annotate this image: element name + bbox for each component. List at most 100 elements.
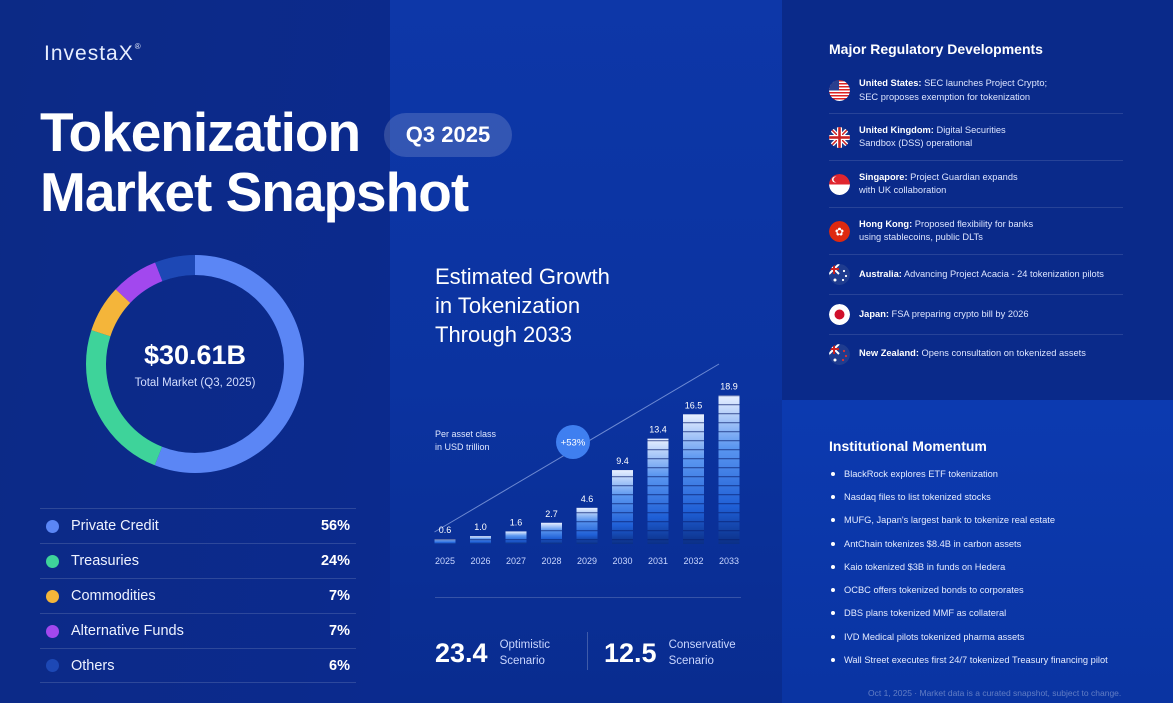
institutional-item: Wall Street executes first 24/7 tokenize… <box>829 648 1108 671</box>
legend-label: Others <box>71 657 115 674</box>
institutional-item: AntChain tokenizes $8.4B in carbon asset… <box>829 532 1108 555</box>
us-flag-icon <box>829 80 850 101</box>
market-legend: Private Credit 56% Treasuries 24% Commoditie… <box>40 508 356 683</box>
institutional-item: BlackRock explores ETF tokenization <box>829 462 1108 485</box>
title-line-1: Tokenization <box>40 101 361 163</box>
bar-value-label: 16.5 <box>685 400 703 410</box>
legend-label: Treasuries <box>71 553 139 569</box>
growth-title-line-3: Through 2033 <box>435 322 572 347</box>
bar-stripes <box>434 539 456 544</box>
regulatory-list: United States: SEC launches Project Cryp… <box>829 68 1123 373</box>
regulatory-item: United Kingdom: Digital Securities Sandbo… <box>829 114 1123 161</box>
bar-stripes <box>718 395 740 544</box>
hk-flag-icon: ✿ <box>829 220 850 242</box>
legend-item: Others 6% <box>40 648 356 683</box>
legend-percent: 7% <box>329 588 350 604</box>
footnote: Oct 1, 2025 · Market data is a curated s… <box>868 688 1122 698</box>
bar-value-label: 13.4 <box>649 425 667 435</box>
x-tick-label: 2026 <box>470 556 490 566</box>
x-tick-label: 2027 <box>506 556 526 566</box>
bar-value-label: 18.9 <box>720 381 738 391</box>
regulatory-text: United States: SEC launches Project Cryp… <box>859 78 1048 102</box>
legend-item: Private Credit 56% <box>40 508 356 543</box>
quarter-badge: Q3 2025 <box>384 113 512 157</box>
conservative-label: Conservative Scenario <box>668 639 736 667</box>
bar-stripes <box>683 414 704 544</box>
bar-stripes <box>647 438 669 544</box>
institutional-item: MUFG, Japan's largest bank to tokenize r… <box>829 509 1108 532</box>
growth-panel-bg <box>390 0 782 703</box>
legend-item: Treasuries 24% <box>40 543 356 578</box>
page-title: Tokenization Market Snapshot <box>40 101 469 223</box>
institutional-item: Kaio tokenized $3B in funds on Hedera <box>829 555 1108 578</box>
regulatory-text: Australia: Advancing Project Acacia - 24… <box>859 268 1104 279</box>
bar-stripes <box>470 536 491 544</box>
bar-value-label: 9.4 <box>616 456 629 466</box>
chart-note-line-1: Per asset class <box>435 429 497 439</box>
x-tick-label: 2025 <box>435 556 455 566</box>
total-market-value: $30.61B <box>143 339 247 370</box>
x-tick-label: 2033 <box>719 556 739 566</box>
x-tick-label: 2029 <box>577 556 597 566</box>
growth-bar-chart: 0.6 2025 1.0 2026 1.6 2027 2.7 2028 4.6 2029 9.4 20… <box>434 363 740 566</box>
legend-swatch <box>46 659 59 672</box>
regulatory-title: Major Regulatory Developments <box>829 41 1043 57</box>
optimistic-scenario: 23.4 Optimistic Scenario <box>435 637 550 669</box>
x-tick-label: 2031 <box>648 556 668 566</box>
legend-item: Alternative Funds 7% <box>40 613 356 648</box>
regulatory-item: United States: SEC launches Project Cryp… <box>829 68 1123 114</box>
legend-swatch <box>46 519 59 533</box>
regulatory-text: Singapore: Project Guardian expands with … <box>859 171 1018 196</box>
regulatory-item: Singapore: Project Guardian expands with … <box>829 161 1123 208</box>
institutional-list: BlackRock explores ETF tokenization Nasda… <box>829 462 1108 672</box>
cagr-label: +53% <box>561 438 586 449</box>
bar-stripes <box>505 531 527 544</box>
x-tick-label: 2028 <box>541 556 561 566</box>
regulatory-panel-bg <box>782 0 1173 400</box>
bar-stripes <box>541 522 562 544</box>
donut-segment <box>86 255 304 473</box>
conservative-value: 12.5 <box>604 637 657 668</box>
chart-unit-note: Per asset class in USD trillion <box>435 428 496 454</box>
bar-stripes <box>576 507 598 544</box>
growth-title-line-1: Estimated Growth <box>435 264 610 289</box>
legend-swatch <box>46 554 59 568</box>
cagr-badge <box>556 425 590 459</box>
total-market-label: Total Market (Q3, 2025) <box>134 376 256 389</box>
bar-value-label: 0.6 <box>439 525 452 535</box>
regulatory-item: New Zealand: Opens consultation on token… <box>829 335 1123 373</box>
market-donut-chart <box>86 255 304 473</box>
donut-center: $30.61B Total Market (Q3, 2025) <box>84 253 306 475</box>
legend-percent: 7% <box>329 623 350 639</box>
regulatory-item: Australia: Advancing Project Acacia - 24… <box>829 255 1123 295</box>
svg-text:✿: ✿ <box>835 225 844 238</box>
regulatory-text: Japan: FSA preparing crypto bill by 2026 <box>859 308 1029 319</box>
institutional-item: IVD Medical pilots tokenized pharma asse… <box>829 625 1108 648</box>
scenario-divider-line <box>435 597 741 598</box>
regulatory-text: United Kingdom: Digital Securities Sandbo… <box>859 124 1006 149</box>
growth-title: Estimated Growth in Tokenization Through… <box>435 262 610 349</box>
donut-segment <box>86 255 304 473</box>
legend-percent: 6% <box>329 657 350 674</box>
x-tick-label: 2032 <box>683 556 703 566</box>
x-tick-label: 2030 <box>612 556 632 566</box>
legend-label: Alternative Funds <box>71 623 184 639</box>
regulatory-text: Hong Kong: Proposed flexibility for bank… <box>859 218 1034 243</box>
legend-swatch <box>46 624 59 638</box>
regulatory-item: Japan: FSA preparing crypto bill by 2026 <box>829 295 1123 335</box>
legend-swatch <box>46 589 59 603</box>
bar-value-label: 4.6 <box>581 494 594 504</box>
bar-value-label: 1.0 <box>474 522 487 532</box>
title-line-2: Market Snapshot <box>40 161 469 223</box>
institutional-item: DBS plans tokenized MMF as collateral <box>829 602 1108 625</box>
legend-percent: 56% <box>320 518 350 534</box>
scenario-separator <box>587 632 588 670</box>
institutional-title: Institutional Momentum <box>829 438 987 454</box>
nz-flag-icon <box>829 343 850 365</box>
conservative-scenario: 12.5 Conservative Scenario <box>604 637 736 669</box>
uk-flag-icon <box>829 126 850 148</box>
regulatory-item: ✿ Hong Kong: Proposed flexibility for ban… <box>829 208 1123 255</box>
institutional-item: Nasdaq files to list tokenized stocks <box>829 485 1108 508</box>
growth-title-line-2: in Tokenization <box>435 293 581 318</box>
legend-label: Commodities <box>71 588 156 604</box>
